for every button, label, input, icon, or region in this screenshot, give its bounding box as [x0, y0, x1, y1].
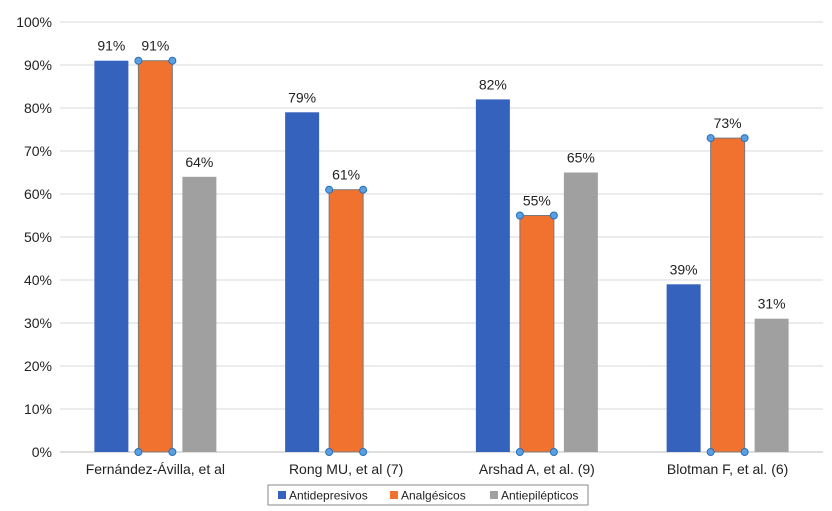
selection-handle[interactable] — [550, 212, 557, 219]
selection-handle[interactable] — [360, 186, 367, 193]
y-tick-label: 60% — [24, 186, 52, 202]
y-tick-label: 90% — [24, 57, 52, 73]
bar[interactable] — [329, 190, 363, 452]
selection-handle[interactable] — [707, 135, 714, 142]
y-tick-label: 100% — [16, 14, 52, 30]
selection-handle[interactable] — [326, 449, 333, 456]
selection-handle[interactable] — [169, 449, 176, 456]
x-category-label: Arshad A, et al. (9) — [479, 461, 595, 477]
bar[interactable] — [711, 138, 745, 452]
bar[interactable] — [520, 216, 554, 453]
y-tick-label: 10% — [24, 401, 52, 417]
data-label: 39% — [670, 261, 698, 277]
y-tick-label: 20% — [24, 358, 52, 374]
bar[interactable] — [285, 112, 319, 452]
x-category-label: Rong MU, et al (7) — [289, 461, 403, 477]
legend-label: Analgésicos — [401, 489, 466, 503]
bars — [94, 61, 788, 452]
selection-handle[interactable] — [326, 186, 333, 193]
y-tick-label: 0% — [32, 444, 52, 460]
selection-handle[interactable] — [516, 212, 523, 219]
selection-handle[interactable] — [707, 449, 714, 456]
bar[interactable] — [138, 61, 172, 452]
legend-label: Antiepilépticos — [501, 489, 578, 503]
legend-swatch — [490, 491, 498, 499]
data-label: 65% — [567, 150, 595, 166]
bar[interactable] — [667, 284, 701, 452]
y-tick-label: 40% — [24, 272, 52, 288]
bar[interactable] — [476, 99, 510, 452]
selection-handle[interactable] — [169, 57, 176, 64]
bar[interactable] — [564, 173, 598, 453]
x-axis: Fernández-Ávilla, et al Rong MU, et al (7… — [86, 461, 789, 477]
y-tick-label: 70% — [24, 143, 52, 159]
data-label: 79% — [288, 89, 316, 105]
legend-swatch — [390, 491, 398, 499]
y-tick-label: 80% — [24, 100, 52, 116]
data-label: 64% — [185, 154, 213, 170]
data-label: 61% — [332, 167, 360, 183]
x-category-label: Blotman F, et al. (6) — [667, 461, 788, 477]
bar[interactable] — [755, 319, 789, 452]
data-label: 73% — [714, 115, 742, 131]
bar[interactable] — [94, 61, 128, 452]
selection-handle[interactable] — [516, 449, 523, 456]
selection-handle[interactable] — [360, 449, 367, 456]
selection-handle[interactable] — [550, 449, 557, 456]
gridlines — [60, 22, 823, 452]
y-tick-label: 50% — [24, 229, 52, 245]
bar[interactable] — [182, 177, 216, 452]
data-label: 82% — [479, 76, 507, 92]
y-tick-label: 30% — [24, 315, 52, 331]
selection-handle[interactable] — [135, 57, 142, 64]
legend-swatch — [278, 491, 286, 499]
y-axis: 0% 10% 20% 30% 40% 50% 60% 70% 80% 90% 100% — [16, 14, 52, 460]
legend-label: Antidepresivos — [289, 489, 368, 503]
legend: Antidepresivos Analgésicos Antiepilépticos — [268, 485, 588, 505]
data-label: 55% — [523, 193, 551, 209]
data-label: 91% — [141, 38, 169, 54]
selection-handles — [135, 57, 748, 455]
selection-handle[interactable] — [741, 135, 748, 142]
data-label: 31% — [758, 296, 786, 312]
data-label: 91% — [97, 38, 125, 54]
x-category-label: Fernández-Ávilla, et al — [86, 461, 225, 477]
selection-handle[interactable] — [741, 449, 748, 456]
selection-handle[interactable] — [135, 449, 142, 456]
